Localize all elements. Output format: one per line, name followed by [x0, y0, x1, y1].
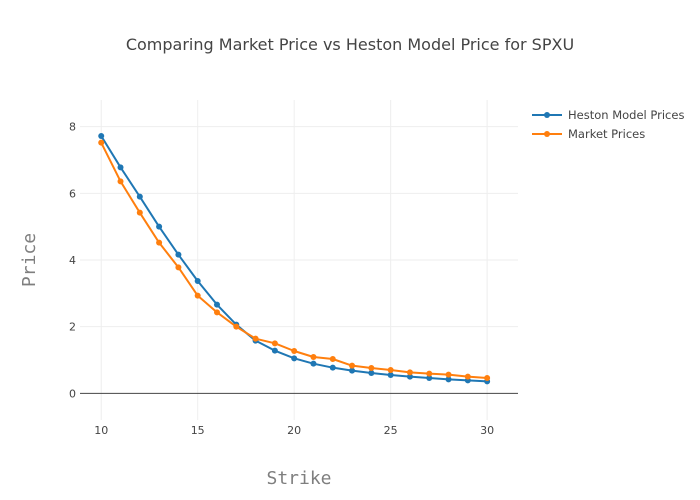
grid	[80, 100, 518, 420]
data-point[interactable]	[98, 133, 105, 139]
data-point[interactable]	[213, 301, 220, 308]
legend[interactable]: Heston Model Prices Market Prices	[532, 108, 684, 141]
data-point[interactable]	[175, 264, 182, 271]
data-point[interactable]	[233, 323, 240, 330]
data-point[interactable]	[406, 373, 413, 380]
x-axis-title: Strike	[266, 468, 331, 489]
y-tick-label: 2	[69, 321, 76, 334]
data-point[interactable]	[194, 278, 201, 284]
data-point[interactable]	[406, 369, 413, 376]
y-tick-label: 8	[69, 121, 76, 134]
data-point[interactable]	[213, 309, 220, 316]
data-point[interactable]	[98, 139, 105, 146]
x-tick-label: 25	[384, 424, 398, 437]
legend-label: Market Prices	[568, 127, 645, 141]
data-point[interactable]	[252, 335, 259, 342]
data-point[interactable]	[175, 251, 182, 258]
data-point[interactable]	[329, 356, 336, 362]
data-point[interactable]	[117, 178, 124, 185]
y-tick-label: 4	[69, 254, 76, 267]
data-point[interactable]	[156, 223, 163, 230]
data-point[interactable]	[445, 371, 452, 378]
y-tick-label: 6	[69, 187, 76, 200]
legend-marker-swatch	[544, 112, 550, 118]
data-point[interactable]	[329, 364, 336, 371]
data-point[interactable]	[464, 373, 471, 380]
chart-title: Comparing Market Price vs Heston Model P…	[126, 35, 574, 54]
legend-marker-swatch	[544, 131, 550, 137]
y-axis-title: Price	[19, 233, 40, 287]
data-point[interactable]	[387, 367, 394, 373]
data-point[interactable]	[426, 375, 433, 381]
data-point[interactable]	[349, 362, 356, 369]
data-point[interactable]	[368, 370, 375, 376]
data-point[interactable]	[310, 354, 317, 360]
legend-item[interactable]: Market Prices	[532, 127, 645, 141]
data-point[interactable]	[136, 209, 143, 216]
data-point[interactable]	[271, 347, 278, 354]
data-point[interactable]	[484, 375, 491, 381]
series-market-prices	[98, 139, 491, 381]
legend-label: Heston Model Prices	[568, 108, 684, 122]
data-point[interactable]	[117, 164, 124, 171]
data-point[interactable]	[349, 367, 356, 374]
data-point[interactable]	[426, 370, 433, 377]
x-tick-label: 15	[191, 424, 205, 437]
data-point[interactable]	[368, 365, 375, 371]
x-tick-label: 30	[480, 424, 494, 437]
data-point[interactable]	[291, 348, 298, 354]
data-point[interactable]	[271, 340, 278, 347]
x-tick-label: 20	[287, 424, 301, 437]
data-point[interactable]	[156, 239, 163, 246]
data-point[interactable]	[136, 193, 143, 200]
series-group	[98, 133, 491, 385]
y-tick-label: 0	[69, 387, 76, 400]
x-tick-label: 10	[94, 424, 108, 437]
data-point[interactable]	[445, 376, 452, 383]
data-point[interactable]	[310, 360, 317, 367]
data-point[interactable]	[194, 292, 201, 299]
data-point[interactable]	[387, 372, 394, 378]
data-point[interactable]	[291, 355, 298, 362]
legend-item[interactable]: Heston Model Prices	[532, 108, 684, 122]
tick-labels: 10 15 20 25 30 0 2 4 6 8	[69, 121, 494, 437]
